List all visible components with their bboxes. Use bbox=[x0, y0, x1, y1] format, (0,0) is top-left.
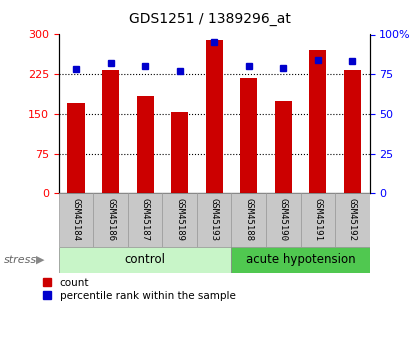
Text: stress: stress bbox=[4, 255, 37, 265]
Bar bbox=[197, 193, 231, 247]
Text: GSM45191: GSM45191 bbox=[313, 198, 322, 241]
Text: control: control bbox=[125, 253, 165, 266]
Text: GSM45186: GSM45186 bbox=[106, 198, 115, 241]
Bar bbox=[136, 96, 154, 193]
Bar bbox=[344, 70, 361, 193]
Text: ▶: ▶ bbox=[36, 255, 44, 265]
Text: GSM45189: GSM45189 bbox=[175, 198, 184, 241]
Text: GSM45187: GSM45187 bbox=[141, 198, 150, 241]
Text: GSM45192: GSM45192 bbox=[348, 198, 357, 241]
Bar bbox=[68, 103, 85, 193]
Bar bbox=[309, 50, 326, 193]
Text: GSM45184: GSM45184 bbox=[71, 198, 81, 241]
Text: acute hypotension: acute hypotension bbox=[246, 253, 355, 266]
Bar bbox=[266, 193, 301, 247]
Bar bbox=[59, 247, 231, 273]
Text: GSM45190: GSM45190 bbox=[279, 198, 288, 241]
Bar bbox=[128, 193, 163, 247]
Text: GDS1251 / 1389296_at: GDS1251 / 1389296_at bbox=[129, 12, 291, 26]
Bar bbox=[171, 112, 188, 193]
Text: GSM45188: GSM45188 bbox=[244, 198, 253, 241]
Legend: count, percentile rank within the sample: count, percentile rank within the sample bbox=[43, 278, 236, 301]
Bar bbox=[240, 78, 257, 193]
Bar bbox=[231, 247, 370, 273]
Bar bbox=[205, 40, 223, 193]
Bar bbox=[102, 70, 119, 193]
Bar bbox=[163, 193, 197, 247]
Bar bbox=[335, 193, 370, 247]
Bar bbox=[59, 193, 93, 247]
Bar bbox=[93, 193, 128, 247]
Text: GSM45193: GSM45193 bbox=[210, 198, 219, 241]
Bar bbox=[301, 193, 335, 247]
Bar bbox=[275, 101, 292, 193]
Bar bbox=[231, 193, 266, 247]
